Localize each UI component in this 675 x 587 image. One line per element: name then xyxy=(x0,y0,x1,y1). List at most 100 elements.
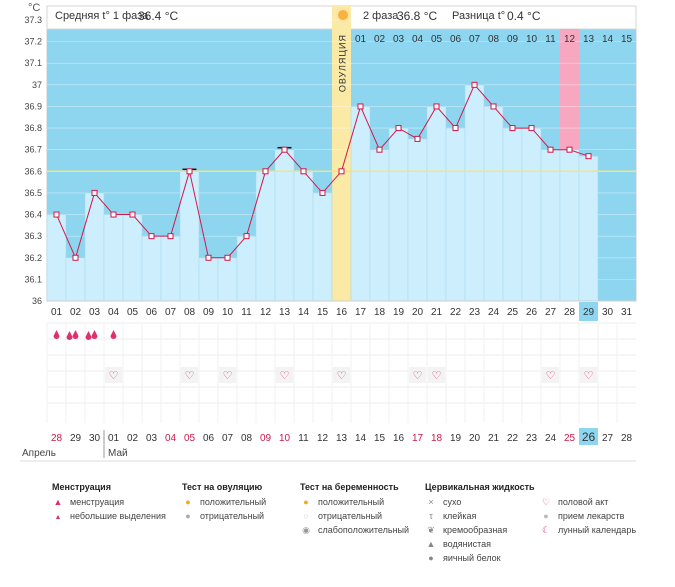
legend-item: водянистая xyxy=(443,539,492,549)
drop-icon xyxy=(85,331,92,340)
temperature-bar xyxy=(540,149,561,302)
heart-cell xyxy=(542,367,559,383)
y-tick-label: 36.9 xyxy=(24,101,42,111)
temperature-bar xyxy=(274,149,295,302)
temperature-point xyxy=(167,233,174,240)
y-tick-label: 36.1 xyxy=(24,274,42,284)
phase2-day-label: 01 xyxy=(355,34,367,45)
sun-icon-gray: ● xyxy=(185,511,191,521)
phase2-day-label: 15 xyxy=(621,34,633,45)
sun-icon xyxy=(338,10,348,20)
unit-label: °C xyxy=(28,2,41,14)
temperature-bar xyxy=(293,171,314,302)
y-tick-label: 36.5 xyxy=(24,188,42,198)
calendar-date: 30 xyxy=(89,433,101,444)
temperature-point xyxy=(357,103,364,110)
temperature-bar xyxy=(559,149,580,302)
calendar-date: 14 xyxy=(355,433,367,444)
cycle-day-label: 28 xyxy=(564,307,576,318)
temperature-bar xyxy=(464,84,485,302)
cycle-day-label: 11 xyxy=(241,307,252,318)
cycle-day-label: 29 xyxy=(583,307,595,318)
phase2-day-label: 14 xyxy=(602,34,614,45)
temperature-bar xyxy=(46,214,67,302)
temperature-point xyxy=(433,103,440,110)
temperature-bar xyxy=(312,192,333,302)
calendar-date: 01 xyxy=(108,433,120,444)
temperature-bar xyxy=(236,235,257,302)
calendar-date: 22 xyxy=(507,433,519,444)
calendar-date: 10 xyxy=(279,433,291,444)
temperature-bar xyxy=(160,235,181,302)
calendar-date: 29 xyxy=(70,433,82,444)
temperature-point xyxy=(414,135,421,142)
temperature-point xyxy=(566,146,573,153)
cycle-day-label: 14 xyxy=(298,307,310,318)
heart-cell xyxy=(181,367,198,383)
calendar-date: 26 xyxy=(582,430,596,444)
legend-menstruation-title: Менструация xyxy=(52,482,111,492)
temperature-point xyxy=(53,211,60,218)
phase2-label: 2 фаза xyxy=(363,10,399,22)
legend-item: половой акт xyxy=(558,497,609,507)
temperature-point xyxy=(585,153,592,160)
legend-item: прием лекарств xyxy=(558,511,625,521)
cycle-day-label: 16 xyxy=(336,307,348,318)
temperature-point xyxy=(547,146,554,153)
month-label-april: Апрель xyxy=(22,448,56,459)
cycle-day-label: 07 xyxy=(165,307,177,318)
calendar-date: 08 xyxy=(241,433,253,444)
legend-item: положительный xyxy=(318,497,385,507)
y-tick-label: 36.4 xyxy=(24,210,42,220)
calendar-date: 12 xyxy=(317,433,329,444)
cycle-day-label: 09 xyxy=(203,307,215,318)
temperature-bar xyxy=(445,127,466,302)
drop-icon xyxy=(66,331,73,340)
calendar-date: 19 xyxy=(450,433,462,444)
temperature-point xyxy=(72,254,79,261)
cross-icon: × xyxy=(428,497,434,507)
diff-value: 0.4 °C xyxy=(507,9,541,23)
temperature-point xyxy=(224,254,231,261)
cycle-day-label: 31 xyxy=(621,307,633,318)
calendar-date: 15 xyxy=(374,433,386,444)
phase2-day-label: 12 xyxy=(564,34,576,45)
temperature-point xyxy=(129,211,136,218)
cycle-day-label: 21 xyxy=(431,307,443,318)
cycle-day-label: 24 xyxy=(488,307,500,318)
calendar-date: 11 xyxy=(298,433,309,444)
legend-item: лунный календарь xyxy=(558,525,637,535)
calendar-date: 09 xyxy=(260,433,272,444)
moon-icon: ☾ xyxy=(541,525,551,535)
cycle-day-label: 13 xyxy=(279,307,291,318)
legend-item: небольшие выделения xyxy=(70,511,166,521)
cycle-day-label: 30 xyxy=(602,307,614,318)
temperature-point xyxy=(471,81,478,88)
temperature-bar xyxy=(103,214,124,302)
phase2-day-label: 10 xyxy=(526,34,538,45)
drop-gray-icon: ▲ xyxy=(426,539,436,549)
cycle-day-label: 03 xyxy=(89,307,101,318)
temperature-point xyxy=(490,103,497,110)
heart-cell xyxy=(428,367,445,383)
phase2-day-label: 07 xyxy=(469,34,481,45)
temperature-bar xyxy=(217,257,238,302)
calendar-date: 16 xyxy=(393,433,405,444)
cycle-day-label: 04 xyxy=(108,307,120,318)
legend-cervical-title: Цервикальная жидкость xyxy=(425,482,535,492)
legend-item: яичный белок xyxy=(443,553,501,563)
cycle-day-label: 02 xyxy=(70,307,82,318)
heart-icon: ♡ xyxy=(109,370,119,382)
cycle-day-label: 26 xyxy=(526,307,538,318)
drop-icon: ▲ xyxy=(53,497,63,507)
heart-cell xyxy=(409,367,426,383)
legend-item: отрицательный xyxy=(200,511,265,521)
cycle-day-label: 23 xyxy=(469,307,481,318)
phase2-day-label: 06 xyxy=(450,34,462,45)
cycle-day-label: 05 xyxy=(127,307,139,318)
temperature-point xyxy=(338,168,345,175)
calendar-date: 23 xyxy=(526,433,538,444)
temperature-bar xyxy=(84,192,105,302)
cycle-day-label: 12 xyxy=(260,307,272,318)
cycle-day-label: 17 xyxy=(355,307,367,318)
